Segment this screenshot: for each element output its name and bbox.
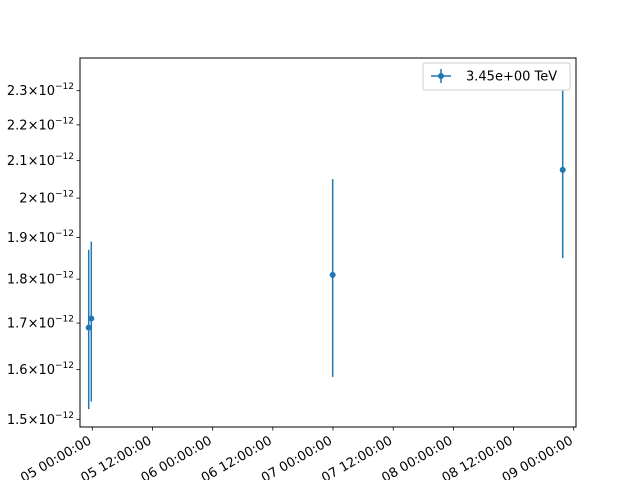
y-tick-label: 1.5×10−12	[7, 411, 74, 428]
legend-marker-icon	[438, 73, 444, 79]
y-tick-label: 2.2×10−12	[7, 116, 74, 133]
legend-label: 3.45e+00 TeV	[466, 70, 557, 85]
axes-frame	[79, 57, 577, 428]
data-point	[88, 315, 95, 322]
y-tick-label: 2.3×10−12	[7, 82, 74, 99]
y-tick-label: 2×10−12	[19, 190, 74, 207]
y-tick-label: 1.6×10−12	[7, 361, 74, 378]
legend: 3.45e+00 TeV	[422, 62, 571, 91]
y-tick-label: 1.8×10−12	[7, 271, 74, 288]
series-layer	[85, 90, 566, 410]
data-point	[85, 324, 92, 331]
y-tick-label: 1.9×10−12	[7, 229, 74, 246]
y-axis: 1.5×10−12 1.6×10−12 1.7×10−12 1.8×10−12 1.9×…	[7, 82, 80, 428]
data-point	[559, 166, 566, 173]
data-point	[329, 271, 336, 278]
legend-box	[422, 62, 571, 91]
y-tick-label: 2.1×10−12	[7, 152, 74, 169]
y-tick-label: 1.7×10−12	[7, 315, 74, 332]
